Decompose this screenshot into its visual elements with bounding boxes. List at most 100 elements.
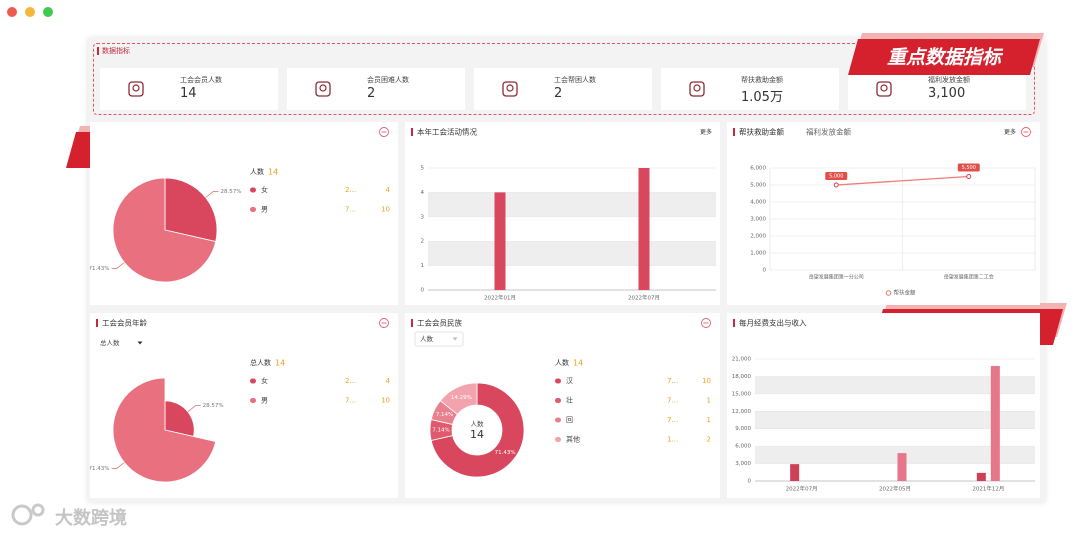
chart-tab[interactable]: 福利发放金额	[806, 127, 851, 137]
line-series	[836, 175, 969, 186]
chart-panel: 28.57% 71.43% 人数 14 女 2... 4 男 7... 10	[90, 122, 398, 305]
x-tick-label: 岳望发展集团第二工会	[944, 274, 994, 281]
legend-count: 1	[707, 397, 711, 405]
value-label: 5,000	[829, 174, 843, 180]
slice-label: 28.57%	[220, 189, 241, 195]
legend-title: 总人数	[250, 358, 271, 367]
legend-swatch	[250, 187, 256, 193]
pie-slice	[112, 377, 217, 483]
icon-shape	[502, 81, 518, 97]
value-label-box	[825, 172, 848, 180]
title-marker	[733, 319, 735, 327]
minimize-dot	[25, 7, 35, 17]
dropdown-arrow	[137, 341, 143, 345]
pie-slice	[164, 400, 195, 437]
legend-label: 男	[261, 397, 268, 405]
y-tick-label: 9,000	[735, 426, 751, 432]
bar	[897, 453, 907, 481]
dropdown-label[interactable]: 人数	[420, 334, 434, 343]
legend-swatch	[250, 398, 256, 403]
chart-panel: 帮扶救助金额 福利发放金额 更多 0 1,000 2,000 3,000 4,000 5,000…	[727, 122, 1040, 305]
y-tick-label: 21,000	[732, 357, 752, 363]
window-controls	[7, 7, 53, 17]
chart: 本年工会活动情况 更多 0 1 2 3 4 5 2022年01月 2022年07月	[411, 127, 716, 302]
dropdown-label[interactable]: 总人数	[100, 338, 120, 347]
icon-shape	[128, 81, 144, 97]
legend-total: 14	[573, 359, 583, 368]
pie-slice	[164, 177, 218, 243]
legend-swatch	[555, 437, 561, 442]
maximize-dot	[43, 7, 53, 17]
center-value: 14	[470, 428, 484, 441]
chart-panel: 每月经费支出与收入 0 3,000 6,000 9,000 12,000 15,000 18,…	[727, 313, 1040, 498]
y-tick-label: 1	[421, 263, 425, 269]
indicator-marker	[97, 47, 99, 55]
bar	[990, 365, 1000, 481]
legend-share: 7...	[667, 416, 678, 424]
y-tick-label: 2,000	[750, 234, 766, 240]
label-leader	[111, 262, 125, 269]
grid-band	[428, 241, 716, 266]
y-tick-label: 6,000	[750, 166, 766, 172]
y-tick-label: 18,000	[732, 374, 752, 380]
indicator-label: 数据指标	[102, 47, 130, 55]
banner-text: 重点数据指标	[887, 47, 1004, 69]
chart-panel: 本年工会活动情况 更多 0 1 2 3 4 5 2022年01月 2022年07月	[405, 122, 720, 305]
y-tick-label: 0	[763, 268, 767, 274]
chart-title: 帮扶救助金额	[739, 127, 784, 137]
legend-share: 1...	[667, 436, 678, 444]
y-tick-label: 2	[421, 239, 425, 245]
x-tick-label: 2021年12月	[972, 485, 1004, 493]
dropdown-box[interactable]	[414, 331, 464, 347]
chart-panel: 工会会员民族 人数 71.43% 7.14% 7.14% 14.29% 人数 14 人数 14 汉 7…	[405, 313, 720, 498]
icon-detail	[693, 84, 701, 92]
legend-swatch	[250, 207, 256, 212]
icon-detail	[506, 84, 514, 92]
value-label: 5,500	[962, 165, 976, 171]
bar	[976, 472, 986, 481]
kpi-value: 2	[367, 86, 376, 101]
kpi-value: 1.05万	[741, 90, 783, 105]
chart: 每月经费支出与收入 0 3,000 6,000 9,000 12,000 15,000 18,…	[732, 318, 1035, 493]
logo-ring	[11, 504, 33, 526]
pie-slice	[439, 382, 478, 415]
kpi-label: 帮扶救助金额	[741, 76, 783, 84]
more-link[interactable]: 更多	[1004, 128, 1016, 136]
legend-label: 女	[261, 376, 268, 385]
y-tick-label: 3,000	[735, 461, 751, 467]
legend-count: 10	[381, 397, 390, 405]
chart-panel: 工会会员年龄 总人数 28.57% 71.43% 总人数 14 女 2... 4 男 7... 10	[90, 313, 398, 498]
legend-share: 7...	[345, 206, 356, 214]
pie-slice	[112, 177, 217, 283]
kpi-card: 工会会员人数 14	[100, 68, 278, 110]
legend-swatch	[555, 417, 561, 423]
kpi-icon	[315, 81, 331, 97]
legend-label: 其他	[566, 435, 580, 444]
kpi-label: 工会帮困人数	[554, 76, 596, 84]
kpi-value: 2	[554, 86, 563, 101]
grid-band	[755, 446, 1035, 464]
kpi-icon	[502, 81, 518, 97]
legend-share: 7...	[667, 397, 678, 405]
center-label: 人数	[471, 419, 485, 428]
title-marker	[411, 319, 413, 327]
x-tick-label: 岳望发展集团第一分公司	[809, 274, 864, 281]
slice-label: 7.14%	[432, 428, 449, 434]
kpi-value: 14	[180, 86, 197, 101]
legend-swatch	[250, 378, 256, 384]
chart: 帮扶救助金额 福利发放金额 更多 0 1,000 2,000 3,000 4,000 5,000…	[733, 127, 1036, 297]
more-link[interactable]: 更多	[700, 128, 712, 136]
x-tick-label: 2022年01月	[484, 294, 516, 302]
kpi-card: 福利发放金额 3,100	[848, 68, 1026, 110]
icon-detail	[319, 84, 327, 92]
value-label-box	[957, 163, 980, 172]
kpi-card: 会员困难人数 2	[287, 68, 465, 110]
grid-band	[755, 376, 1035, 394]
line-point	[966, 174, 972, 179]
legend-label: 汉	[566, 377, 573, 385]
legend-count: 10	[381, 206, 390, 214]
icon-shape	[315, 81, 331, 97]
y-tick-label: 15,000	[732, 391, 752, 397]
